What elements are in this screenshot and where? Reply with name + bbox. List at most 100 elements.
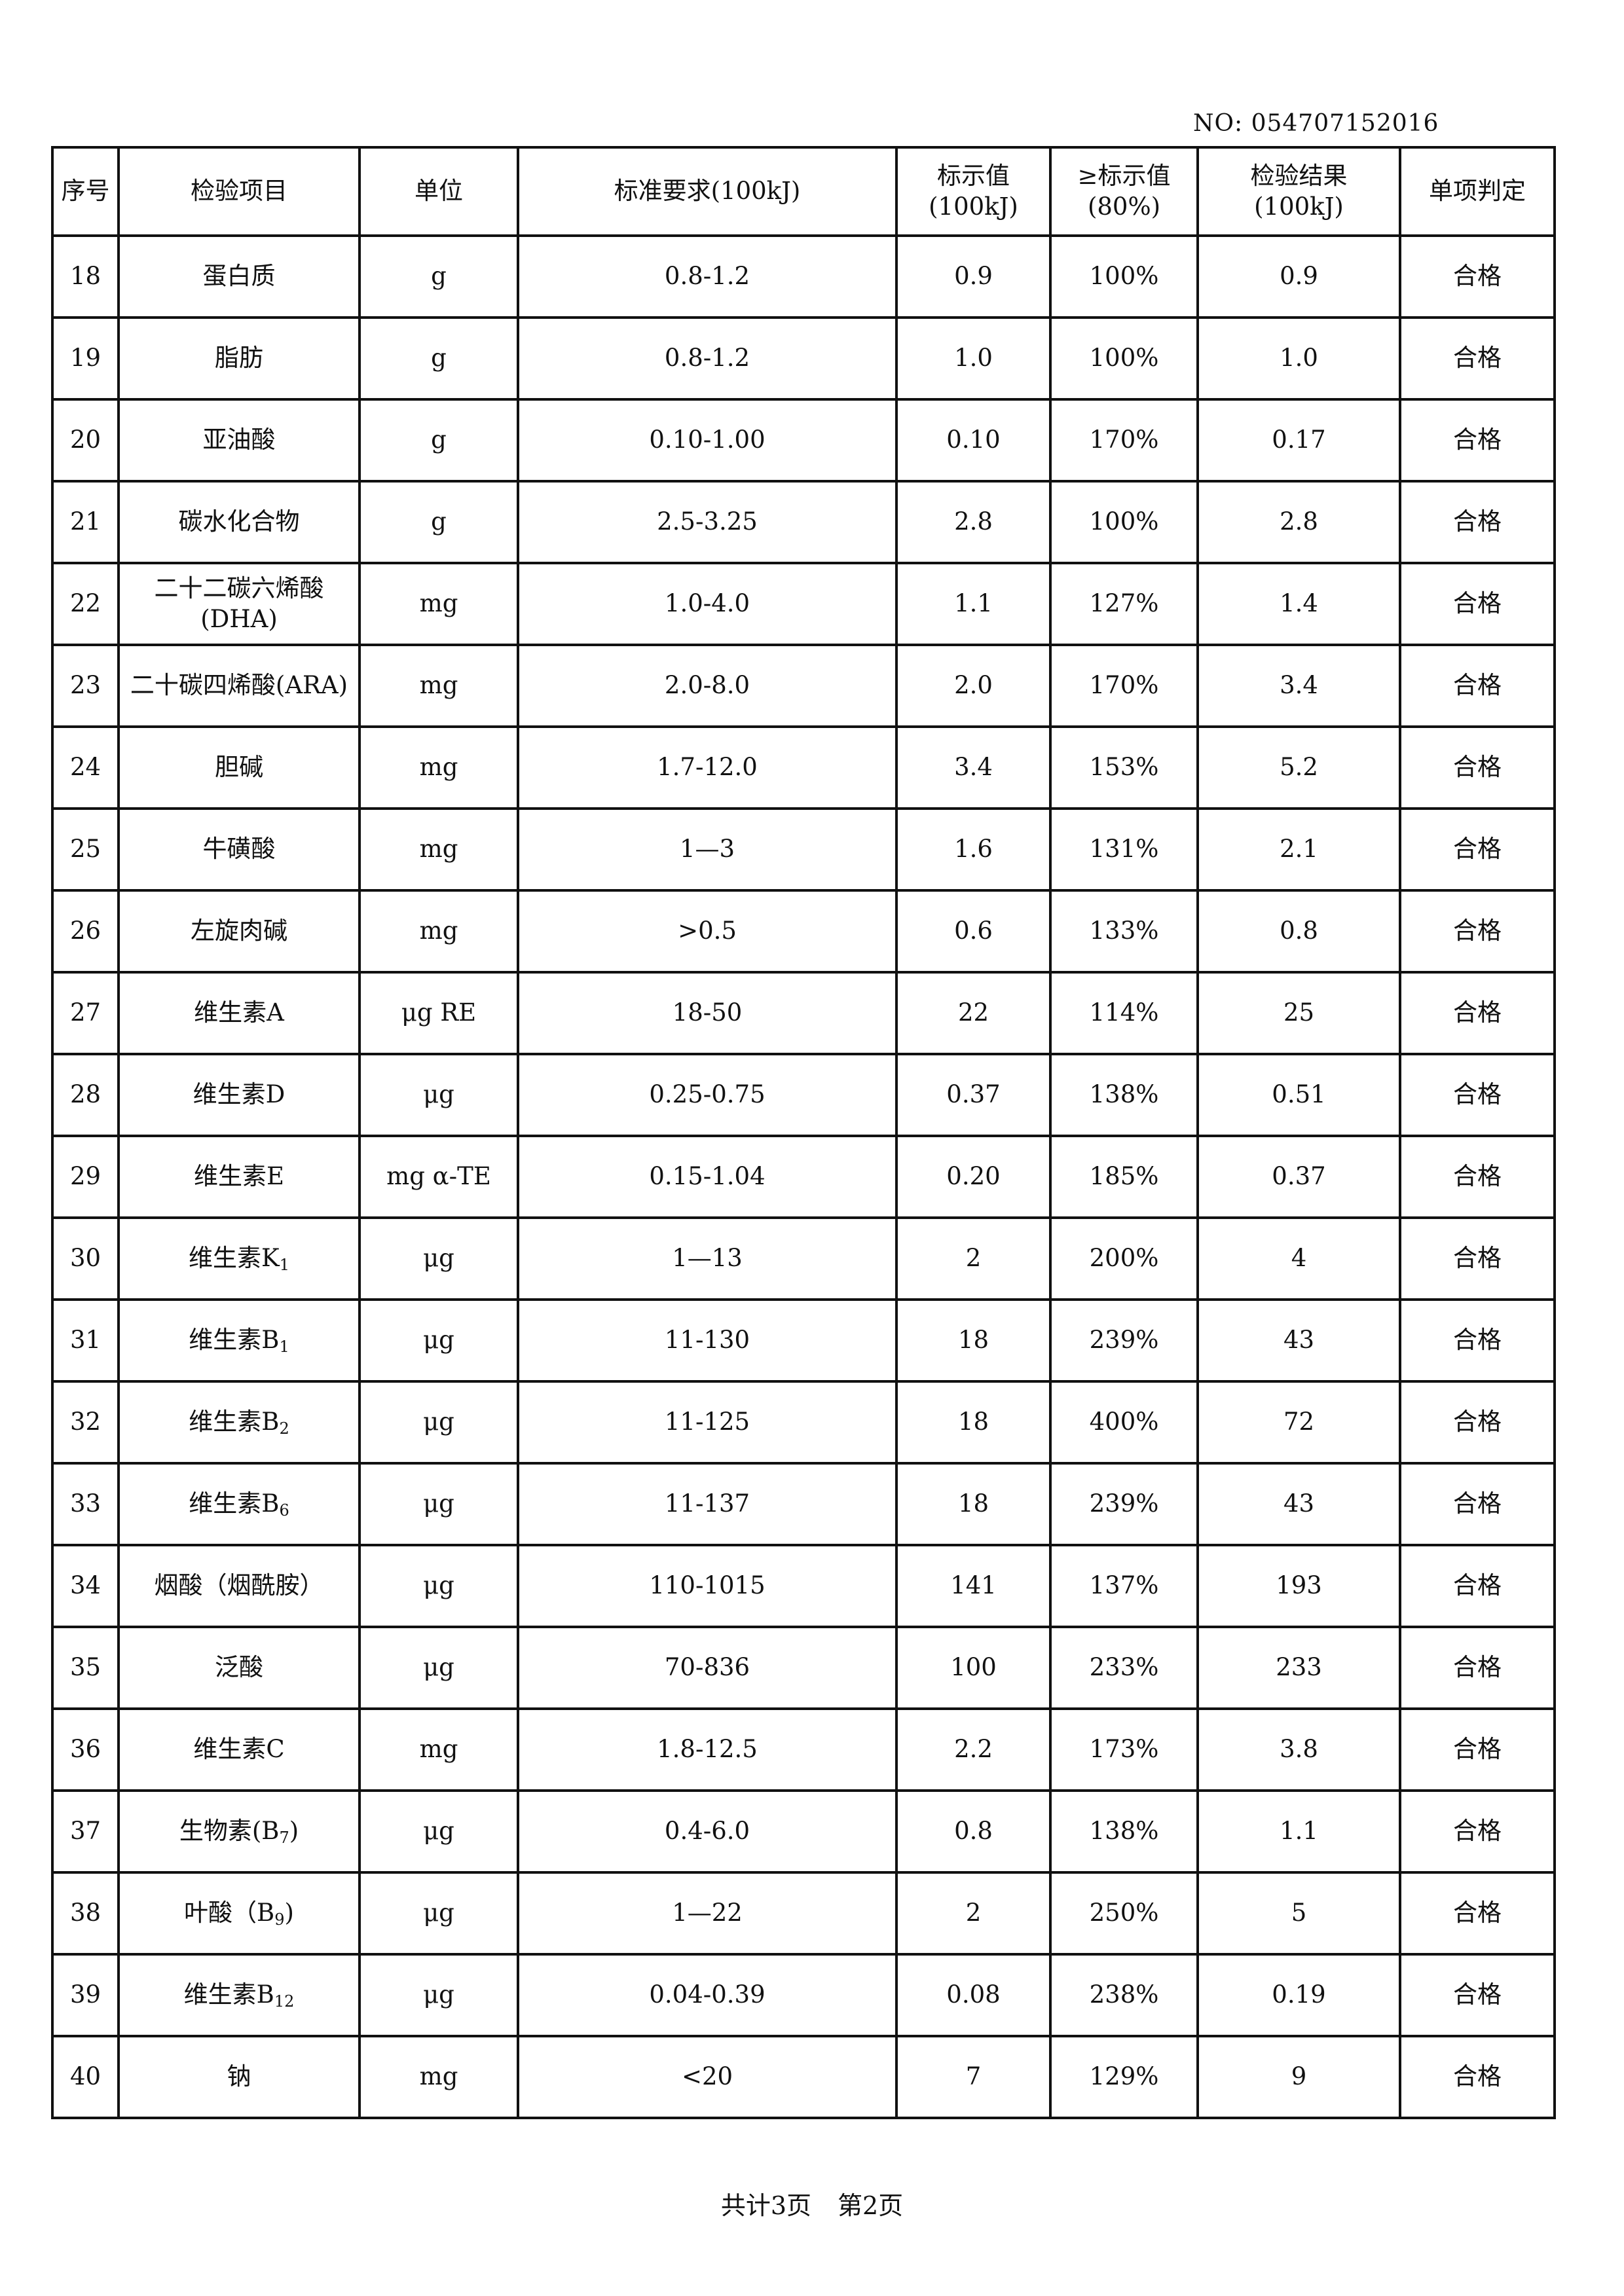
item-name: 维生素B <box>183 1980 274 2009</box>
cell-standard: 0.15-1.04 <box>517 1135 898 1219</box>
cell-pct: 153% <box>1049 725 1199 810</box>
item-name: 钠 <box>227 2062 251 2091</box>
item-name: 维生素C <box>193 1735 285 1764</box>
cell-verdict: 合格 <box>1399 1053 1556 1137</box>
cell-label: 1.1 <box>895 562 1052 646</box>
cell-verdict: 合格 <box>1399 316 1556 401</box>
header-text: 单项判定 <box>1429 177 1526 206</box>
cell-label: 141 <box>895 1544 1052 1628</box>
item-subscript: 1 <box>279 1338 289 1357</box>
cell-label: 0.9 <box>895 234 1052 319</box>
cell-label: 22 <box>895 971 1052 1055</box>
cell-result: 0.8 <box>1196 889 1401 974</box>
cell-unit: g <box>358 480 519 564</box>
cell-label: 0.10 <box>895 398 1052 483</box>
inspection-results-table: 序号 检验项目 单位 标准要求(100kJ) 标示值 (100kJ) ≥标示值 (80%) 检验… <box>51 146 1556 2119</box>
cell-verdict: 合格 <box>1399 2035 1556 2119</box>
item-name: 烟酸（烟酰胺） <box>154 1571 324 1600</box>
cell-unit: mg α-TE <box>358 1135 519 1219</box>
cell-unit: μg <box>358 1626 519 1710</box>
cell-item: 钠 <box>117 2035 361 2119</box>
cell-no: 25 <box>51 807 120 892</box>
cell-no: 37 <box>51 1789 120 1874</box>
cell-standard: 11-125 <box>517 1380 898 1465</box>
cell-pct: 100% <box>1049 480 1199 564</box>
cell-verdict: 合格 <box>1399 807 1556 892</box>
cell-verdict: 合格 <box>1399 1871 1556 1956</box>
table-header-row: 序号 检验项目 单位 标准要求(100kJ) 标示值 (100kJ) ≥标示值 (80%) 检验… <box>51 146 1556 237</box>
cell-pct: 238% <box>1049 1953 1199 2037</box>
cell-unit: μg RE <box>358 971 519 1055</box>
item-name: 二十碳四烯酸(ARA) <box>130 671 348 700</box>
cell-item: 亚油酸 <box>117 398 361 483</box>
cell-no: 19 <box>51 316 120 401</box>
table-row: 28 维生素D μg 0.25-0.75 0.37 138% 0.51 合格 <box>51 1053 1556 1137</box>
header-text: 检验结果 <box>1250 162 1348 191</box>
cell-verdict: 合格 <box>1399 1953 1556 2037</box>
cell-item: 维生素B12 <box>117 1953 361 2037</box>
cell-item: 叶酸（B9) <box>117 1871 361 1956</box>
cell-unit: μg <box>358 1298 519 1383</box>
cell-verdict: 合格 <box>1399 1789 1556 1874</box>
table-row: 20 亚油酸 g 0.10-1.00 0.10 170% 0.17 合格 <box>51 398 1556 483</box>
table-row: 35 泛酸 μg 70-836 100 233% 233 合格 <box>51 1626 1556 1710</box>
cell-standard: <20 <box>517 2035 898 2119</box>
cell-label: 7 <box>895 2035 1052 2119</box>
cell-verdict: 合格 <box>1399 644 1556 728</box>
cell-unit: mg <box>358 2035 519 2119</box>
table-row: 21 碳水化合物 g 2.5-3.25 2.8 100% 2.8 合格 <box>51 480 1556 564</box>
cell-standard: 2.0-8.0 <box>517 644 898 728</box>
item-name: 维生素B <box>189 1408 280 1436</box>
cell-result: 3.8 <box>1196 1707 1401 1792</box>
cell-result: 233 <box>1196 1626 1401 1710</box>
header-text: 检验项目 <box>191 177 287 206</box>
document-number: NO: 054707152016 <box>1193 110 1439 137</box>
item-name: 蛋白质 <box>202 262 276 291</box>
cell-no: 33 <box>51 1462 120 1546</box>
cell-result: 9 <box>1196 2035 1401 2119</box>
cell-standard: 18-50 <box>517 971 898 1055</box>
cell-item: 二十二碳六烯酸 (DHA) <box>117 562 361 646</box>
cell-standard: 1—22 <box>517 1871 898 1956</box>
cell-label: 2 <box>895 1871 1052 1956</box>
item-name: 生物素(B <box>179 1817 280 1846</box>
cell-standard: 1—13 <box>517 1216 898 1301</box>
cell-item: 脂肪 <box>117 316 361 401</box>
cell-pct: 185% <box>1049 1135 1199 1219</box>
table-row: 37 生物素(B7) μg 0.4-6.0 0.8 138% 1.1 合格 <box>51 1789 1556 1874</box>
cell-no: 39 <box>51 1953 120 2037</box>
table-row: 40 钠 mg <20 7 129% 9 合格 <box>51 2035 1556 2119</box>
cell-unit: g <box>358 398 519 483</box>
cell-standard: 0.8-1.2 <box>517 316 898 401</box>
cell-result: 4 <box>1196 1216 1401 1301</box>
cell-label: 2.8 <box>895 480 1052 564</box>
cell-unit: mg <box>358 889 519 974</box>
cell-verdict: 合格 <box>1399 971 1556 1055</box>
item-subscript: 12 <box>274 1992 295 2011</box>
cell-pct: 100% <box>1049 234 1199 319</box>
cell-result: 0.51 <box>1196 1053 1401 1137</box>
cell-standard: 0.25-0.75 <box>517 1053 898 1137</box>
cell-no: 36 <box>51 1707 120 1792</box>
cell-result: 1.0 <box>1196 316 1401 401</box>
cell-verdict: 合格 <box>1399 398 1556 483</box>
item-suffix: (DHA) <box>200 604 278 633</box>
header-subtext: (80%) <box>1087 192 1161 221</box>
cell-item: 左旋肉碱 <box>117 889 361 974</box>
cell-no: 32 <box>51 1380 120 1465</box>
cell-item: 维生素E <box>117 1135 361 1219</box>
cell-result: 0.37 <box>1196 1135 1401 1219</box>
cell-unit: mg <box>358 644 519 728</box>
cell-standard: 0.8-1.2 <box>517 234 898 319</box>
cell-verdict: 合格 <box>1399 1135 1556 1219</box>
table-row: 34 烟酸（烟酰胺） μg 110-1015 141 137% 193 合格 <box>51 1544 1556 1628</box>
cell-no: 21 <box>51 480 120 564</box>
item-name: 牛磺酸 <box>202 835 276 864</box>
table-row: 26 左旋肉碱 mg >0.5 0.6 133% 0.8 合格 <box>51 889 1556 974</box>
cell-verdict: 合格 <box>1399 234 1556 319</box>
table-row: 30 维生素K1 μg 1—13 2 200% 4 合格 <box>51 1216 1556 1301</box>
cell-standard: 11-130 <box>517 1298 898 1383</box>
cell-verdict: 合格 <box>1399 1707 1556 1792</box>
cell-item: 烟酸（烟酰胺） <box>117 1544 361 1628</box>
cell-result: 3.4 <box>1196 644 1401 728</box>
